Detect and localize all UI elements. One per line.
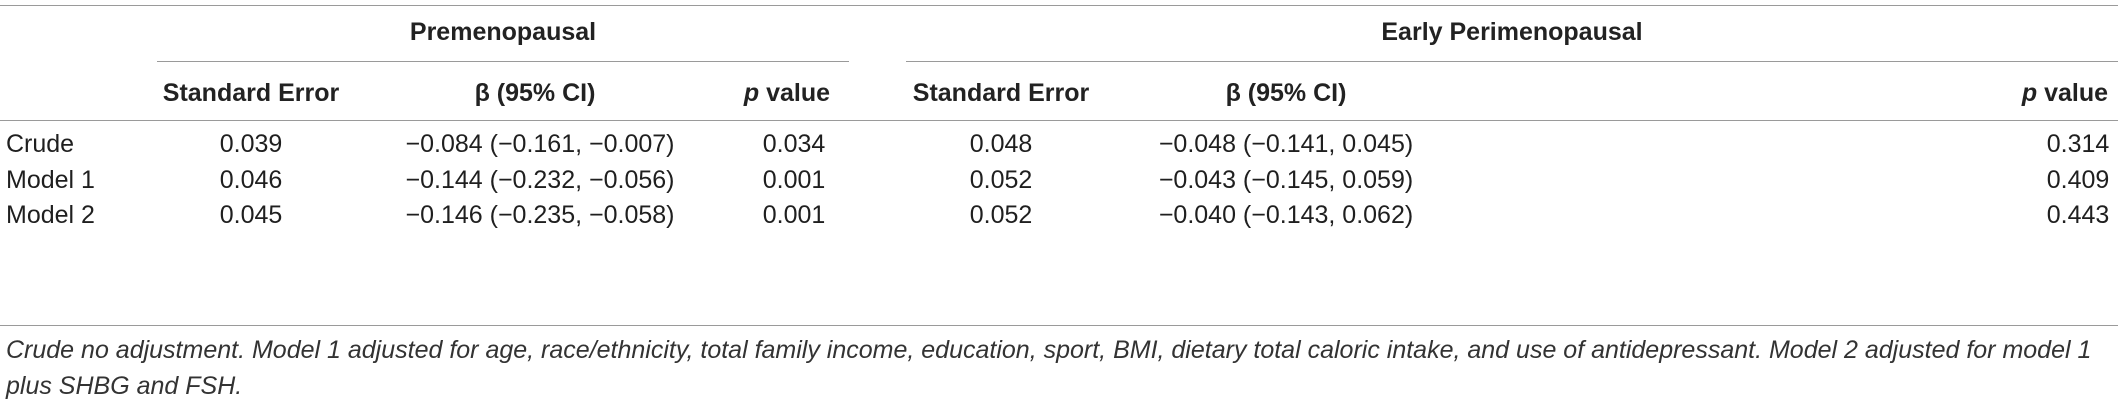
table-footnote: Crude no adjustment. Model 1 adjusted fo… (6, 336, 2092, 400)
column-header-standard-error: Standard Error (912, 79, 1090, 107)
premenopausal-beta: −0.144 (−0.232, −0.056) (405, 166, 675, 194)
column-header-standard-error: Standard Error (162, 79, 340, 107)
value-word: value (759, 79, 830, 107)
perimenopausal-standard-error: 0.048 (969, 130, 1033, 158)
premenopausal-group-underline (157, 61, 849, 62)
table-bottom-rule (0, 325, 2118, 326)
premenopausal-standard-error: 0.045 (219, 201, 283, 229)
perimenopausal-beta: −0.043 (−0.145, 0.059) (1158, 166, 1414, 194)
perimenopausal-beta: −0.040 (−0.143, 0.062) (1158, 201, 1414, 229)
group-header-premenopausal: Premenopausal (409, 18, 597, 46)
column-header-p-value: p value (744, 78, 830, 108)
perimenopausal-standard-error: 0.052 (969, 201, 1033, 229)
column-header-beta: β (95% CI) (474, 79, 596, 107)
column-header-beta: β (95% CI) (1225, 79, 1347, 107)
premenopausal-standard-error: 0.039 (219, 130, 283, 158)
premenopausal-beta: −0.146 (−0.235, −0.058) (405, 201, 675, 229)
p-letter: p (2021, 79, 2038, 107)
row-label: Model 1 (6, 166, 95, 194)
premenopausal-p-value: 0.001 (762, 166, 826, 194)
value-word: value (2037, 79, 2108, 107)
perimenopausal-p-value: 0.314 (2046, 130, 2110, 158)
premenopausal-p-value: 0.034 (762, 130, 826, 158)
perimenopausal-beta: −0.048 (−0.141, 0.045) (1158, 130, 1414, 158)
premenopausal-p-value: 0.001 (762, 201, 826, 229)
perimenopausal-group-underline (906, 61, 2118, 62)
p-letter: p (743, 79, 760, 107)
group-header-early-perimenopausal: Early Perimenopausal (1381, 18, 1643, 46)
perimenopausal-p-value: 0.443 (2046, 201, 2110, 229)
row-label: Model 2 (6, 201, 95, 229)
row-label: Crude (6, 130, 75, 158)
perimenopausal-p-value: 0.409 (2046, 166, 2110, 194)
column-header-p-value: p value (2022, 78, 2108, 108)
perimenopausal-standard-error: 0.052 (969, 166, 1033, 194)
premenopausal-standard-error: 0.046 (219, 166, 283, 194)
premenopausal-beta: −0.084 (−0.161, −0.007) (405, 130, 675, 158)
column-header-rule (0, 120, 2118, 121)
table-top-rule (0, 5, 2118, 6)
